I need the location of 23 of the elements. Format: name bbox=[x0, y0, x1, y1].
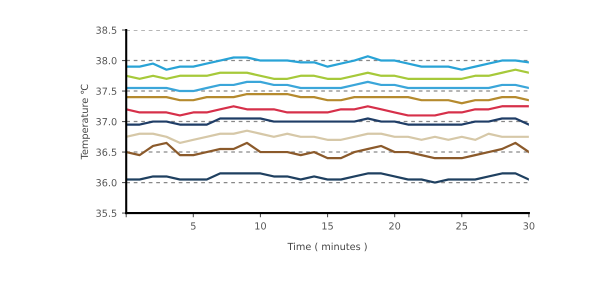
x-tick-label: 15 bbox=[322, 222, 333, 230]
y-tick-label: 37.0 bbox=[96, 118, 117, 126]
x-tick-label: 25 bbox=[456, 222, 468, 230]
x-tick-label: 20 bbox=[389, 222, 400, 230]
line-series bbox=[126, 172, 529, 184]
line-series bbox=[126, 105, 529, 117]
x-axis-title: Time ( minutes ) bbox=[288, 242, 367, 252]
line-series bbox=[126, 55, 529, 71]
line-series bbox=[126, 130, 529, 144]
y-tick-label: 35.5 bbox=[96, 210, 116, 217]
line-series bbox=[126, 80, 529, 92]
line-series bbox=[126, 92, 529, 104]
y-tick-label: 36.0 bbox=[96, 179, 117, 186]
x-tick-label: 5 bbox=[190, 222, 196, 230]
x-tick-label: 30 bbox=[523, 222, 534, 230]
y-tick-label: 38.0 bbox=[96, 57, 117, 64]
x-tick-label: 10 bbox=[255, 222, 266, 230]
y-axis-title: Temperature ℃ bbox=[80, 84, 90, 160]
y-tick-label: 38.5 bbox=[96, 26, 116, 34]
y-tick-label: 36.5 bbox=[96, 148, 116, 156]
line-series bbox=[126, 142, 529, 160]
line-series bbox=[126, 68, 529, 80]
y-tick-label: 37.5 bbox=[96, 88, 116, 95]
